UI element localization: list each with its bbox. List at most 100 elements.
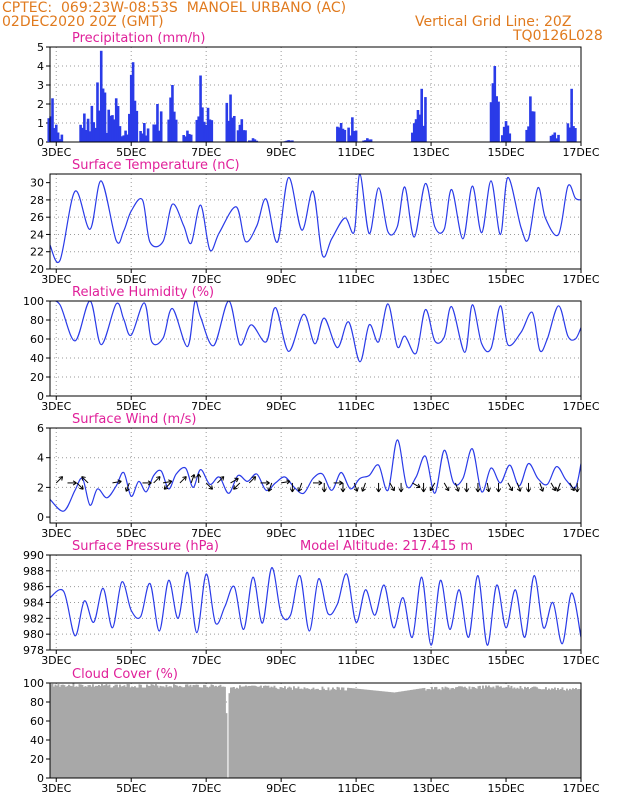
xtick-label-precip: 5DEC [116,146,146,159]
cloud-bar [126,684,129,778]
cloud-bar [156,685,159,778]
precip-bar [54,136,58,142]
cloud-bar [200,687,202,778]
cloud-bar [563,690,565,778]
cloud-bar [305,688,307,778]
wind-arrow-shaft [539,482,544,492]
cloud-bar [429,689,432,778]
precip-bar [493,66,497,142]
cloud-bar [269,687,271,778]
ytick-label-cloud: 100 [23,677,44,690]
cloud-bar [387,691,390,778]
cloud-bar [186,684,189,778]
cloud-bar [152,684,154,778]
ytick-label-precip: 2 [37,98,44,111]
xtick-label-pres: 11DEC [338,654,375,667]
xtick-label-temp: 17DEC [562,273,599,286]
xtick-label-pres: 9DEC [266,654,296,667]
wind-arrow-shaft [268,482,273,492]
cloud-bar [129,687,132,778]
cloud-bar [536,687,538,778]
wind-arrow-shaft [162,480,173,484]
cloud-bar [197,684,199,778]
precip-bar [47,118,51,142]
cloud-bar [285,689,288,778]
xtick-label-temp: 13DEC [413,273,450,286]
panel-frame-rh [49,300,582,397]
cloud-bar [158,687,160,778]
wind-arrow-head [455,487,460,492]
cloud-bar [317,688,319,778]
cloud-bar [525,687,528,778]
ytick-label-rh: 60 [30,333,44,346]
cloud-bar [557,687,559,778]
precip-bar [141,133,144,142]
cloud-bar [233,686,235,778]
cloud-bar [176,685,178,778]
xtick-label-rh: 13DEC [413,400,450,413]
xtick-label-rh: 3DEC [41,400,71,413]
xtick-label-rh: 11DEC [338,400,375,413]
xtick-label-wind: 5DEC [116,527,146,540]
cloud-bar [404,690,406,778]
wind-arrow-head [219,476,225,481]
series-line-rh [50,301,581,363]
cloud-bar [230,687,232,778]
cloud-bar [155,684,157,778]
cloud-bar [407,690,409,778]
ytick-label-temp: 24 [30,228,44,241]
cloud-bar [401,691,403,778]
cloud-bar [464,686,466,778]
precip-bar [232,115,236,142]
cloud-bar [147,685,150,778]
cloud-bar [348,687,351,778]
cloud-bar [288,686,291,778]
cloud-bar [270,686,273,778]
cloud-bar [363,689,366,778]
ytick-label-cloud: 60 [30,715,44,728]
cloud-bar [354,688,357,778]
cloud-bar [122,686,124,778]
cloud-bar [461,686,463,778]
cloud-bar [483,688,486,778]
precip-bar [56,132,60,142]
cloud-bar [321,686,324,778]
wind-arrow-head [233,485,238,490]
precip-bar [566,123,570,142]
precip-bar [504,121,508,142]
cloud-bar [236,687,238,778]
cloud-bar [221,686,223,778]
precip-bar [133,100,137,142]
cloud-bar [434,687,436,778]
cloud-bar [71,686,73,778]
xtick-label-precip: 15DEC [487,146,524,159]
wind-arrow-head [340,488,346,493]
cloud-bar [204,684,207,778]
cloud-bar [95,685,97,778]
precip-bar [131,62,135,143]
cloud-bar [303,687,306,778]
precip-bar [530,111,534,142]
wind-arrow-shaft [217,476,225,484]
cloud-bar [131,686,133,778]
cloud-bar [485,685,487,778]
precip-bar [54,124,58,142]
cloud-bar [452,687,454,778]
xtick-label-cloud: 7DEC [191,782,221,795]
precip-bar [94,127,97,142]
wind-arrow-shaft [153,476,161,484]
wind-arrow-head [267,487,273,492]
precip-bar [120,136,124,142]
panel-title-cloud: Cloud Cover (%) [72,667,178,682]
wind-arrow-shaft [230,477,239,484]
cloud-bar [267,685,270,778]
cloud-bar [432,689,435,778]
cloud-bar [443,688,445,778]
cloud-bar [242,686,244,778]
cloud-bar [243,686,246,778]
cloud-bar [470,689,472,778]
cloud-bar [576,689,579,778]
cloud-bar [54,684,57,778]
cloud-bar [522,689,525,778]
precip-bar [351,117,354,142]
